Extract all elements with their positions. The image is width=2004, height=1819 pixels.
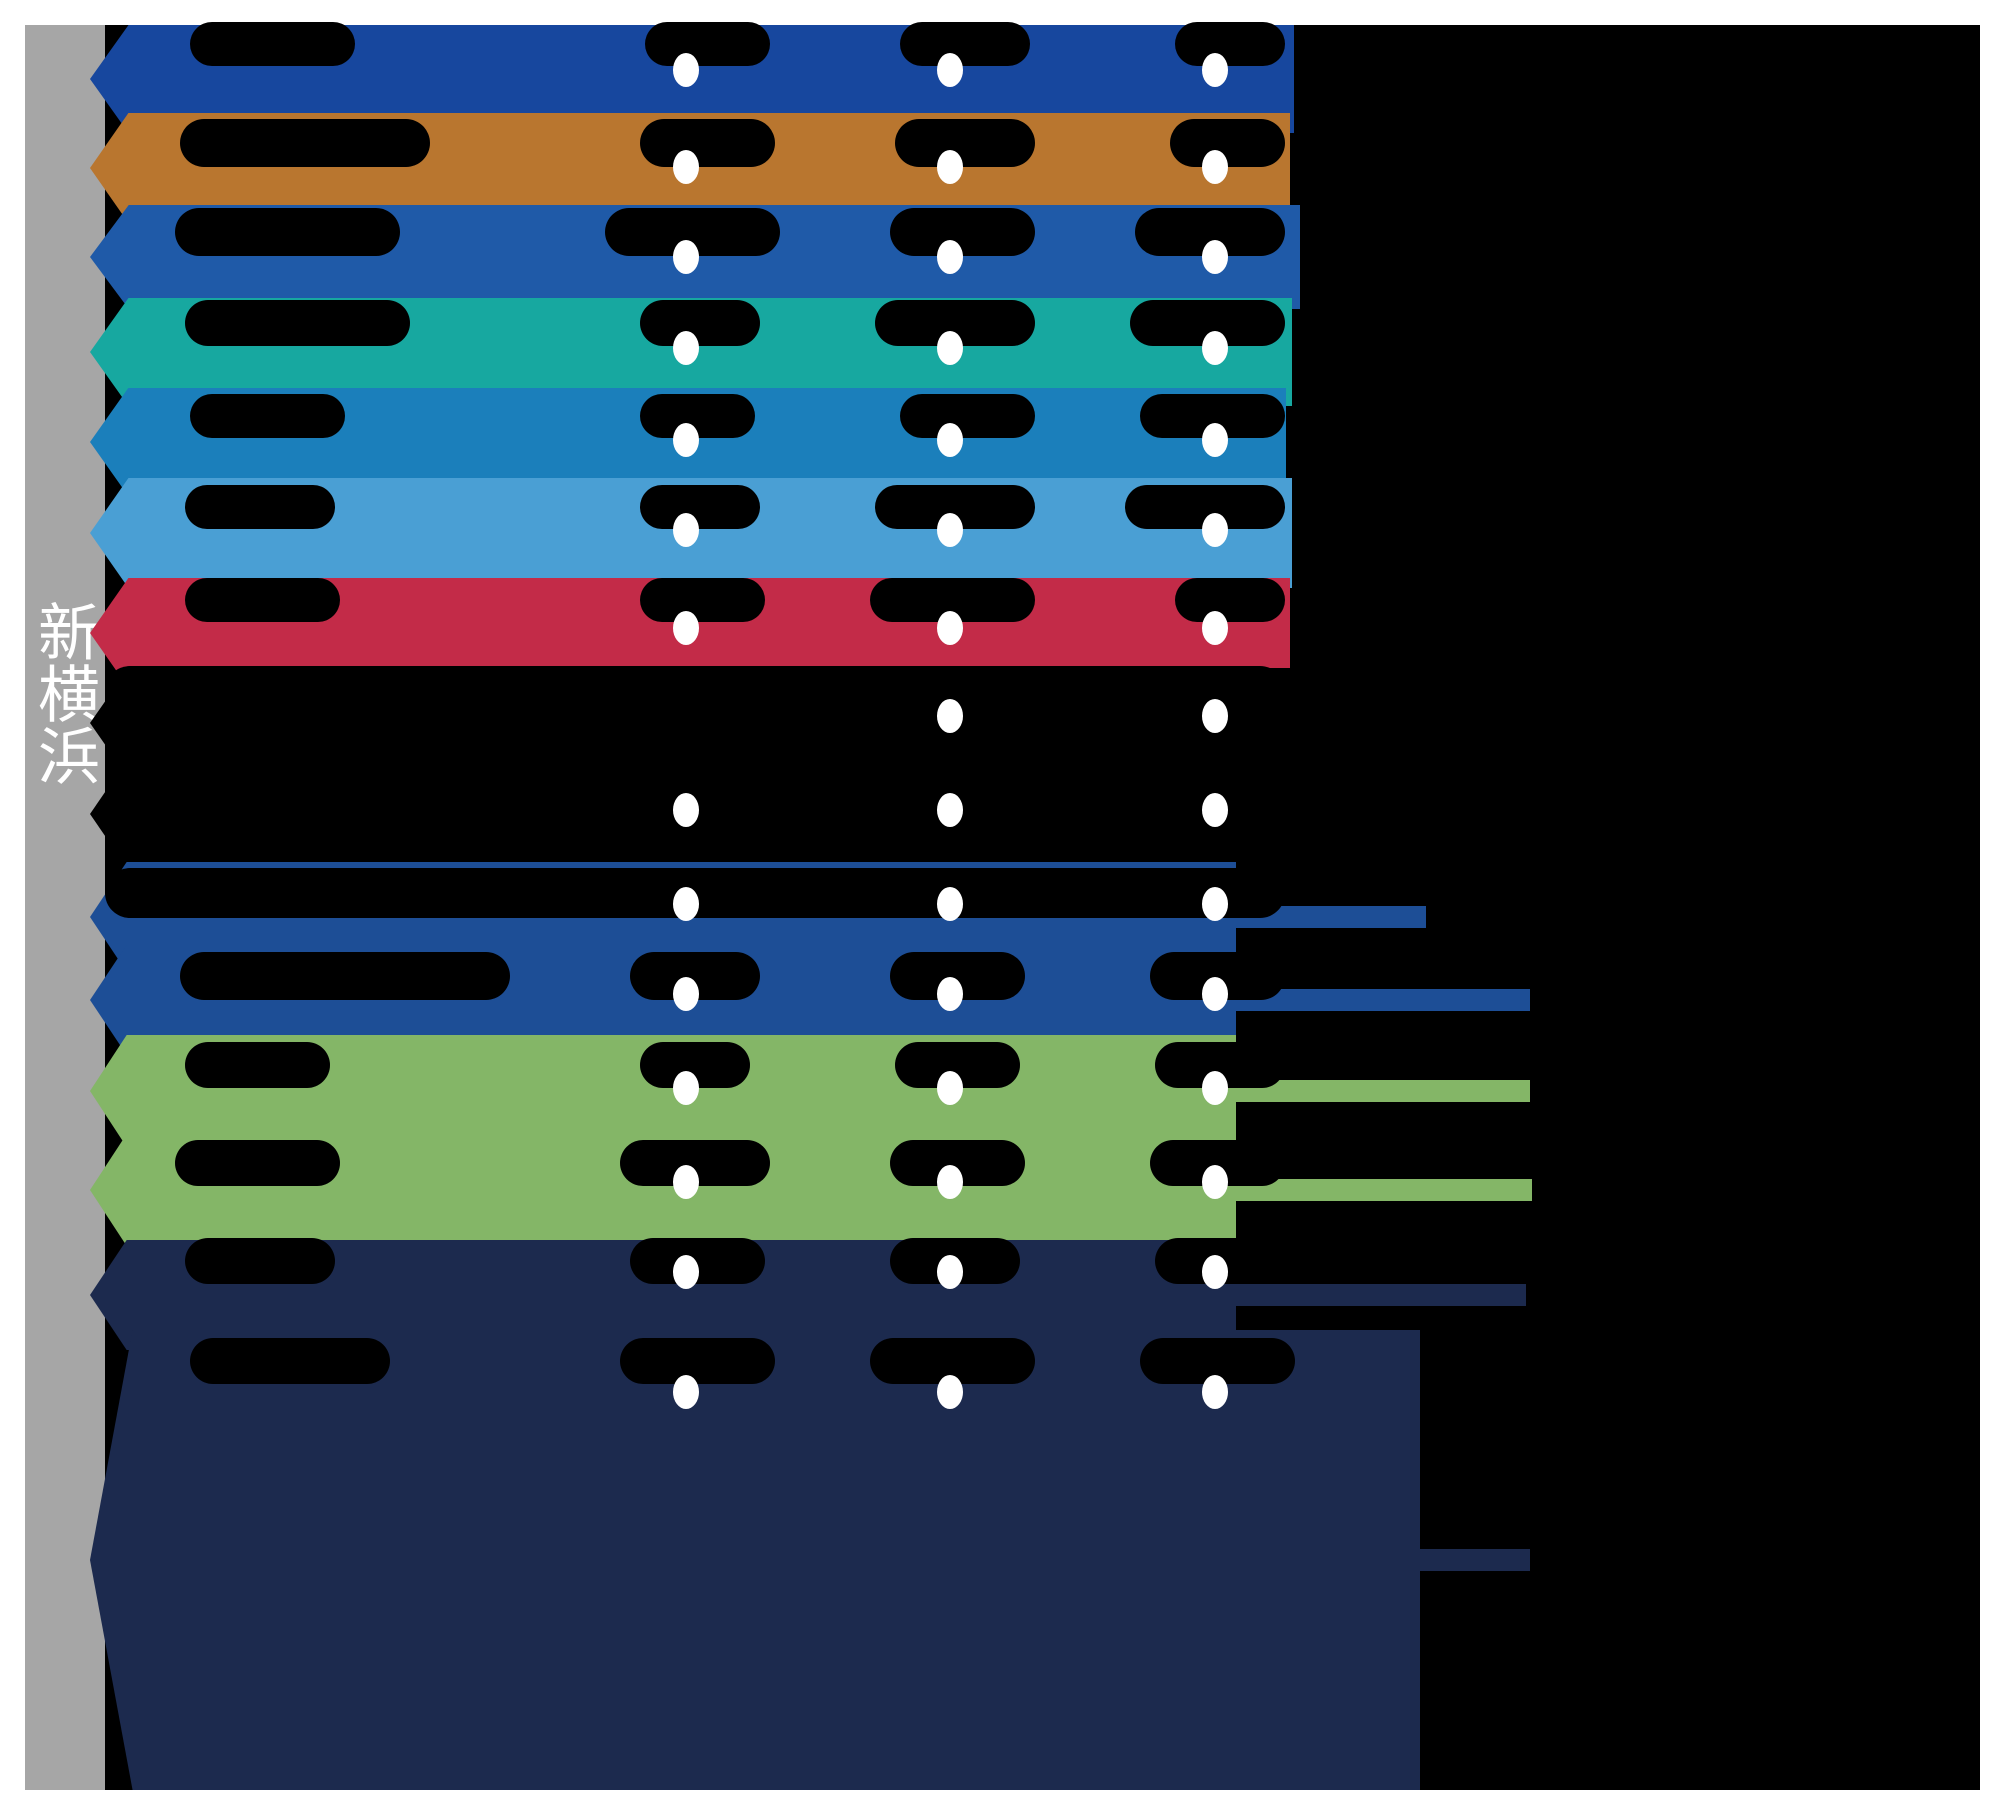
station-dot-icon[interactable] [937, 887, 963, 921]
station-dot-icon[interactable] [937, 1165, 963, 1199]
redacted-label [1175, 578, 1285, 622]
station-dot-icon[interactable] [937, 977, 963, 1011]
station-dot-icon[interactable] [937, 150, 963, 184]
station-dot-icon[interactable] [673, 53, 699, 87]
station-dot-icon[interactable] [937, 1255, 963, 1289]
redacted-label [620, 1338, 775, 1384]
route-band-tail [1196, 1179, 1532, 1201]
station-dot-icon[interactable] [1202, 1071, 1228, 1105]
station-dot-icon[interactable] [1202, 53, 1228, 87]
redacted-label [890, 208, 1035, 256]
redacted-label [640, 394, 755, 438]
station-dot-icon[interactable] [673, 1165, 699, 1199]
redacted-label [180, 119, 430, 167]
redacted-label [640, 578, 765, 622]
station-dot-icon[interactable] [937, 53, 963, 87]
station-dot-icon[interactable] [673, 240, 699, 274]
station-dot-icon[interactable] [1202, 887, 1228, 921]
station-dot-icon[interactable] [937, 240, 963, 274]
station-dot-icon[interactable] [1202, 793, 1228, 827]
station-dot-icon[interactable] [1202, 1375, 1228, 1409]
route-band-tail [1196, 1080, 1530, 1102]
station-dot-icon[interactable] [673, 977, 699, 1011]
redacted-label [175, 208, 400, 256]
redacted-label [190, 22, 355, 66]
station-dot-icon[interactable] [1202, 423, 1228, 457]
redacted-label [895, 119, 1035, 167]
station-dot-icon[interactable] [1202, 513, 1228, 547]
station-dot-icon[interactable] [937, 699, 963, 733]
station-dot-icon[interactable] [1202, 699, 1228, 733]
station-dot-icon[interactable] [1202, 331, 1228, 365]
station-dot-icon[interactable] [673, 611, 699, 645]
station-dot-icon[interactable] [1202, 150, 1228, 184]
redacted-label [105, 666, 1285, 716]
redacted-label [640, 485, 760, 529]
redacted-label [640, 119, 775, 167]
redacted-label [190, 1338, 390, 1384]
redacted-label [645, 22, 770, 66]
redacted-label [185, 300, 410, 346]
station-dot-icon[interactable] [673, 793, 699, 827]
station-dot-icon[interactable] [673, 887, 699, 921]
redacted-label [185, 1238, 335, 1284]
redacted-label [640, 300, 760, 346]
route-band[interactable] [90, 1330, 1530, 1790]
route-band-body [90, 1330, 1420, 1790]
redacted-label [900, 394, 1035, 438]
station-name-label: 新横浜 [27, 600, 100, 786]
station-dot-icon[interactable] [1202, 1165, 1228, 1199]
station-dot-icon[interactable] [937, 793, 963, 827]
station-dot-icon[interactable] [1202, 977, 1228, 1011]
station-dot-icon[interactable] [673, 1255, 699, 1289]
redacted-label [1170, 119, 1285, 167]
station-dot-icon[interactable] [1202, 611, 1228, 645]
station-dot-icon[interactable] [937, 331, 963, 365]
station-dot-icon[interactable] [673, 1071, 699, 1105]
station-dot-icon[interactable] [937, 1071, 963, 1105]
station-dot-icon[interactable] [937, 513, 963, 547]
redacted-label [175, 1140, 340, 1186]
route-band-tail [1196, 1284, 1526, 1306]
station-spine-bar [25, 25, 105, 1790]
redacted-label [190, 394, 345, 438]
redacted-label [1175, 22, 1285, 66]
redacted-label [180, 952, 510, 1000]
station-dot-icon[interactable] [937, 611, 963, 645]
station-dot-icon[interactable] [1202, 1255, 1228, 1289]
redacted-label [185, 1042, 330, 1088]
redacted-label [185, 578, 340, 622]
station-dot-icon[interactable] [937, 423, 963, 457]
station-dot-icon[interactable] [673, 423, 699, 457]
redacted-label [900, 22, 1030, 66]
station-dot-icon[interactable] [673, 1375, 699, 1409]
station-dot-icon[interactable] [1202, 240, 1228, 274]
route-band-tail [1196, 989, 1530, 1011]
station-dot-icon[interactable] [673, 513, 699, 547]
station-dot-icon[interactable] [937, 1375, 963, 1409]
station-dot-icon[interactable] [673, 150, 699, 184]
redacted-label [185, 485, 335, 529]
station-dot-icon[interactable] [673, 331, 699, 365]
